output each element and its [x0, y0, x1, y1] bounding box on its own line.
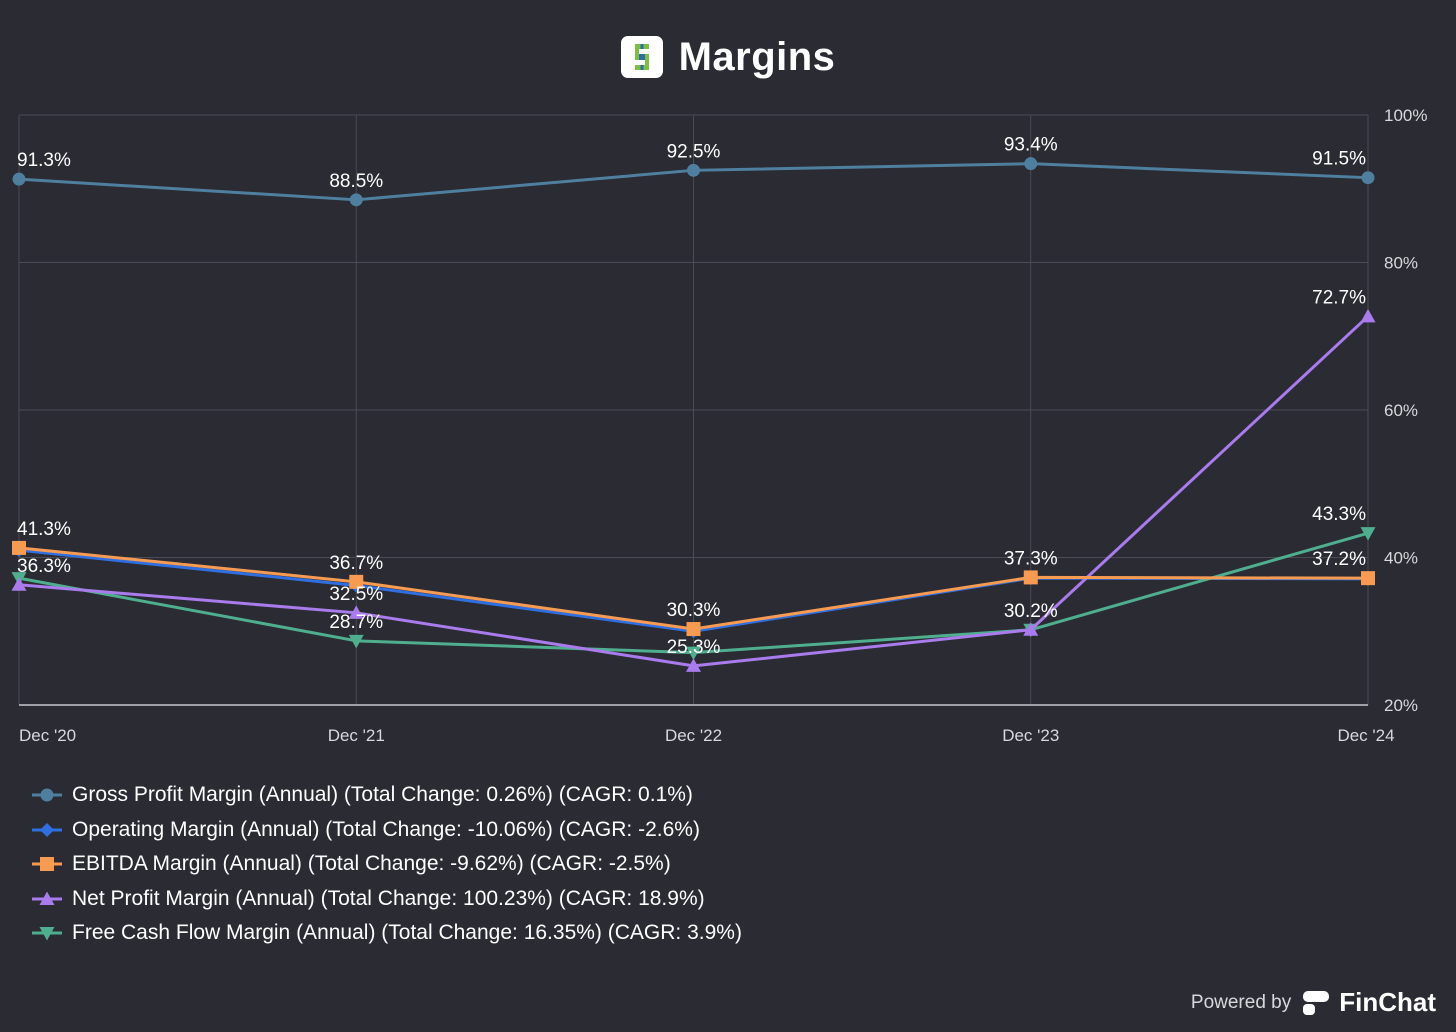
data-label: 41.3%	[17, 519, 71, 540]
data-point[interactable]	[349, 574, 364, 589]
x-tick-label: Dec '21	[328, 726, 385, 745]
data-point[interactable]	[1360, 308, 1376, 323]
data-point[interactable]	[1023, 622, 1039, 636]
y-tick-label: 100%	[1384, 106, 1427, 125]
data-label: 37.3%	[1004, 548, 1058, 569]
data-point[interactable]	[1024, 157, 1038, 171]
legend-marker[interactable]	[40, 822, 54, 837]
legend-item[interactable]: Gross Profit Margin (Annual) (Total Chan…	[32, 778, 742, 813]
data-label: 30.2%	[1004, 601, 1058, 622]
data-label: 43.3%	[1312, 504, 1366, 525]
data-point[interactable]	[686, 622, 701, 637]
series-2	[12, 540, 1375, 637]
legend-swatch	[32, 788, 62, 802]
data-point[interactable]	[686, 658, 701, 672]
data-point[interactable]	[348, 634, 364, 649]
data-point[interactable]	[1361, 171, 1375, 185]
footer: Powered by FinChat	[1191, 987, 1436, 1018]
data-point[interactable]	[1360, 527, 1376, 541]
x-tick-label: Dec '24	[1337, 726, 1394, 745]
legend-marker[interactable]	[40, 857, 54, 872]
data-point[interactable]	[1361, 571, 1375, 586]
data-label: 25.3%	[667, 637, 721, 658]
data-label: 28.7%	[329, 612, 383, 633]
legend-label: Free Cash Flow Margin (Annual) (Total Ch…	[72, 921, 742, 945]
data-point[interactable]	[1023, 570, 1038, 585]
legend-item[interactable]: Net Profit Margin (Annual) (Total Change…	[32, 882, 742, 917]
chart-header: Margins	[0, 32, 1456, 82]
x-tick-label: Dec '23	[1002, 726, 1059, 745]
data-label: 32.5%	[329, 584, 383, 605]
data-label: 92.5%	[667, 141, 721, 162]
data-label: 36.3%	[17, 556, 71, 577]
chart-title: Margins	[678, 34, 836, 79]
data-point[interactable]	[349, 193, 363, 207]
finchat-brand-name: FinChat	[1339, 987, 1436, 1017]
legend-swatch	[32, 891, 62, 905]
series-3	[11, 308, 1376, 672]
line-chart: 20% 40% 60% 80% 100% Dec '20 Dec '21 Dec '22 Dec…	[11, 106, 1427, 745]
legend-label: Gross Profit Margin (Annual) (Total Chan…	[72, 783, 693, 807]
data-label: 72.7%	[1312, 287, 1366, 308]
y-tick-label: 80%	[1384, 254, 1418, 273]
x-tick-label: Dec '22	[665, 726, 722, 745]
data-label: 91.5%	[1312, 149, 1366, 170]
data-point[interactable]	[348, 605, 364, 619]
finchat-brand[interactable]: FinChat	[1301, 987, 1436, 1018]
data-label: 37.2%	[1312, 549, 1366, 570]
data-label: 88.5%	[329, 171, 383, 192]
data-label: 30.3%	[667, 600, 721, 621]
legend-label: EBITDA Margin (Annual) (Total Change: -9…	[72, 852, 671, 876]
legend-item[interactable]: Operating Margin (Annual) (Total Change:…	[32, 813, 742, 848]
stocks-logo-icon	[620, 36, 663, 78]
data-point[interactable]	[686, 646, 701, 661]
y-tick-label: 60%	[1384, 401, 1418, 420]
legend-swatch	[32, 822, 62, 837]
legend-label: Operating Margin (Annual) (Total Change:…	[72, 817, 700, 841]
data-point[interactable]	[687, 163, 700, 177]
data-label: 36.7%	[329, 553, 383, 574]
data-label: 93.4%	[1004, 135, 1058, 156]
legend-item[interactable]: Free Cash Flow Margin (Annual) (Total Ch…	[32, 916, 742, 951]
finchat-logo-icon	[1303, 990, 1330, 1015]
legend-item[interactable]: EBITDA Margin (Annual) (Total Change: -9…	[32, 847, 742, 882]
data-point[interactable]	[12, 172, 26, 186]
data-label: 91.3%	[17, 150, 71, 171]
legend-marker[interactable]	[39, 927, 55, 941]
legend-marker[interactable]	[40, 788, 54, 802]
x-tick-label: Dec '20	[19, 726, 76, 745]
legend-swatch	[32, 857, 62, 872]
legend-marker[interactable]	[39, 891, 55, 905]
y-tick-label: 40%	[1384, 549, 1418, 568]
legend-label: Net Profit Margin (Annual) (Total Change…	[72, 886, 705, 910]
data-point[interactable]	[11, 577, 27, 591]
legend: Gross Profit Margin (Annual) (Total Chan…	[32, 778, 742, 951]
legend-swatch	[32, 927, 62, 941]
y-tick-label: 20%	[1384, 696, 1418, 715]
series-0	[12, 157, 1375, 207]
powered-by-text: Powered by	[1190, 991, 1292, 1013]
data-point[interactable]	[12, 540, 26, 555]
